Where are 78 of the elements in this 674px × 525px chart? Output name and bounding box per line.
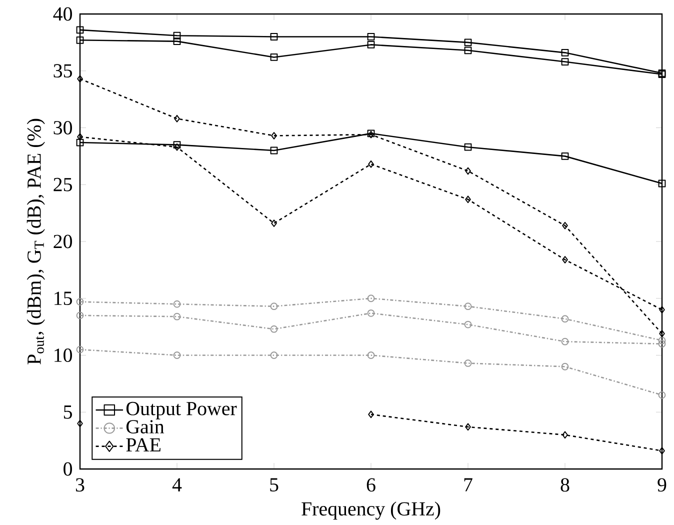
point xyxy=(561,58,569,66)
x-tick-label: 5 xyxy=(270,478,278,492)
y-tick-label: 15 xyxy=(54,292,72,306)
point xyxy=(464,302,472,310)
point xyxy=(271,220,277,227)
point xyxy=(76,36,84,44)
point xyxy=(367,33,375,40)
point xyxy=(465,167,471,175)
point xyxy=(464,360,472,367)
x-tick-label: 7 xyxy=(464,478,472,492)
point xyxy=(659,306,665,314)
point xyxy=(174,114,180,122)
x-axis-title: Frequency (GHz) xyxy=(302,502,440,520)
point xyxy=(270,302,278,310)
point xyxy=(465,196,471,204)
y-tick-label: 0 xyxy=(64,462,72,476)
point xyxy=(658,391,666,399)
x-tick-label: 3 xyxy=(76,478,84,492)
y-tick-label: 40 xyxy=(53,7,72,21)
y-tick-label: 20 xyxy=(54,234,72,248)
x-tick-label: 8 xyxy=(560,478,570,492)
point xyxy=(76,298,84,306)
y-tick-label: 35 xyxy=(54,64,72,78)
point xyxy=(464,320,472,328)
point xyxy=(368,410,374,418)
point xyxy=(464,143,472,151)
point xyxy=(270,33,278,40)
point xyxy=(270,352,278,359)
point xyxy=(562,256,568,264)
point xyxy=(464,46,472,54)
point xyxy=(562,431,568,439)
point xyxy=(659,447,665,454)
point xyxy=(367,41,375,48)
point xyxy=(561,152,569,160)
point xyxy=(77,420,83,428)
point xyxy=(367,352,375,359)
point xyxy=(561,338,569,346)
y-axis-title: P$_{out}$, (dBm), G$_{T}$ (dB), PAE (%) xyxy=(26,118,45,364)
point xyxy=(77,75,83,83)
y-tick-label: 10 xyxy=(54,348,72,362)
y-tick-label: 5 xyxy=(64,406,72,419)
point xyxy=(77,133,83,141)
point xyxy=(465,423,471,431)
legend-label: PAE xyxy=(126,438,160,452)
point xyxy=(173,32,181,40)
point xyxy=(561,315,569,323)
point xyxy=(659,330,665,338)
point xyxy=(367,294,375,302)
legend-label: Output Power xyxy=(126,402,237,420)
point xyxy=(173,141,181,149)
point xyxy=(561,48,569,56)
point xyxy=(368,160,374,168)
point xyxy=(174,143,180,151)
point xyxy=(561,362,569,370)
point xyxy=(270,146,278,154)
point xyxy=(173,352,181,359)
point xyxy=(270,54,278,61)
x-tick-label: 9 xyxy=(658,478,666,492)
point xyxy=(658,340,666,348)
point xyxy=(562,222,568,230)
point xyxy=(658,180,666,188)
point xyxy=(76,346,84,354)
point xyxy=(271,132,277,140)
point xyxy=(270,325,278,333)
point xyxy=(173,38,181,45)
point xyxy=(76,26,84,34)
point xyxy=(367,309,375,317)
legend-label: Gain xyxy=(126,420,164,434)
point xyxy=(76,312,84,320)
y-tick-label: 25 xyxy=(54,178,72,192)
point xyxy=(658,336,666,344)
point xyxy=(76,138,84,146)
point xyxy=(464,38,472,46)
x-tick-label: 6 xyxy=(366,478,376,492)
y-tick-label: 30 xyxy=(54,121,72,134)
point xyxy=(173,312,181,320)
point xyxy=(173,300,181,308)
x-tick-label: 4 xyxy=(172,478,182,492)
